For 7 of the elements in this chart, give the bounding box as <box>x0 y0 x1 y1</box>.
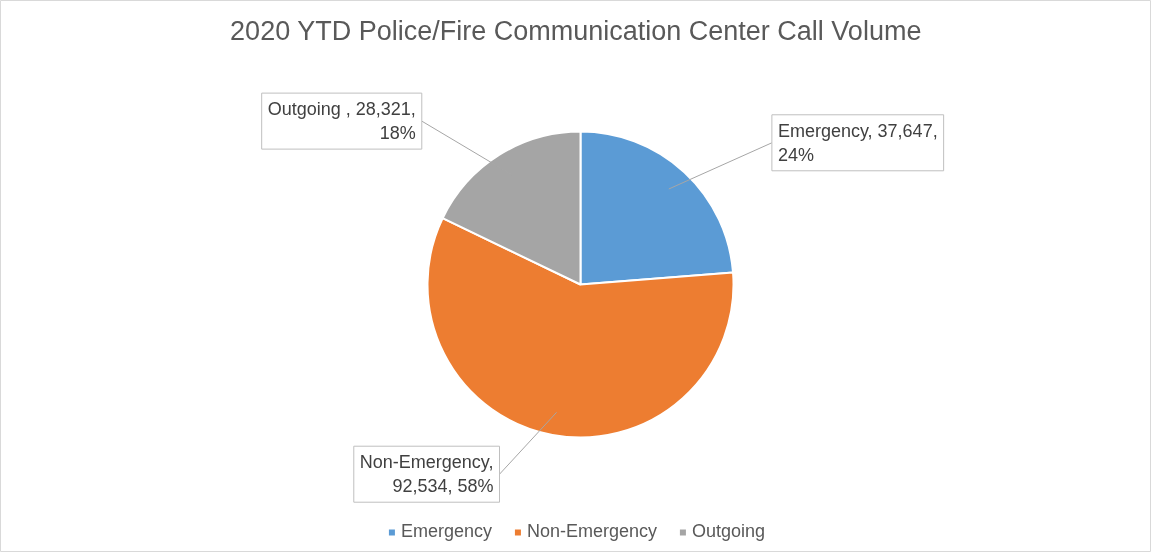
chart-title: 2020 YTD Police/Fire Communication Center Call Volume <box>230 15 922 46</box>
legend-label: Non-Emergency <box>526 521 658 542</box>
legend-label: Emergency <box>400 521 492 542</box>
data-label: Outgoing , 28,321, 18% <box>267 99 416 144</box>
legend-label: Outgoing <box>692 521 766 542</box>
data-label: Emergency, 37,647, 24% <box>777 120 938 165</box>
data-label: Non-Emergency, 92,534, 58% <box>359 452 494 497</box>
